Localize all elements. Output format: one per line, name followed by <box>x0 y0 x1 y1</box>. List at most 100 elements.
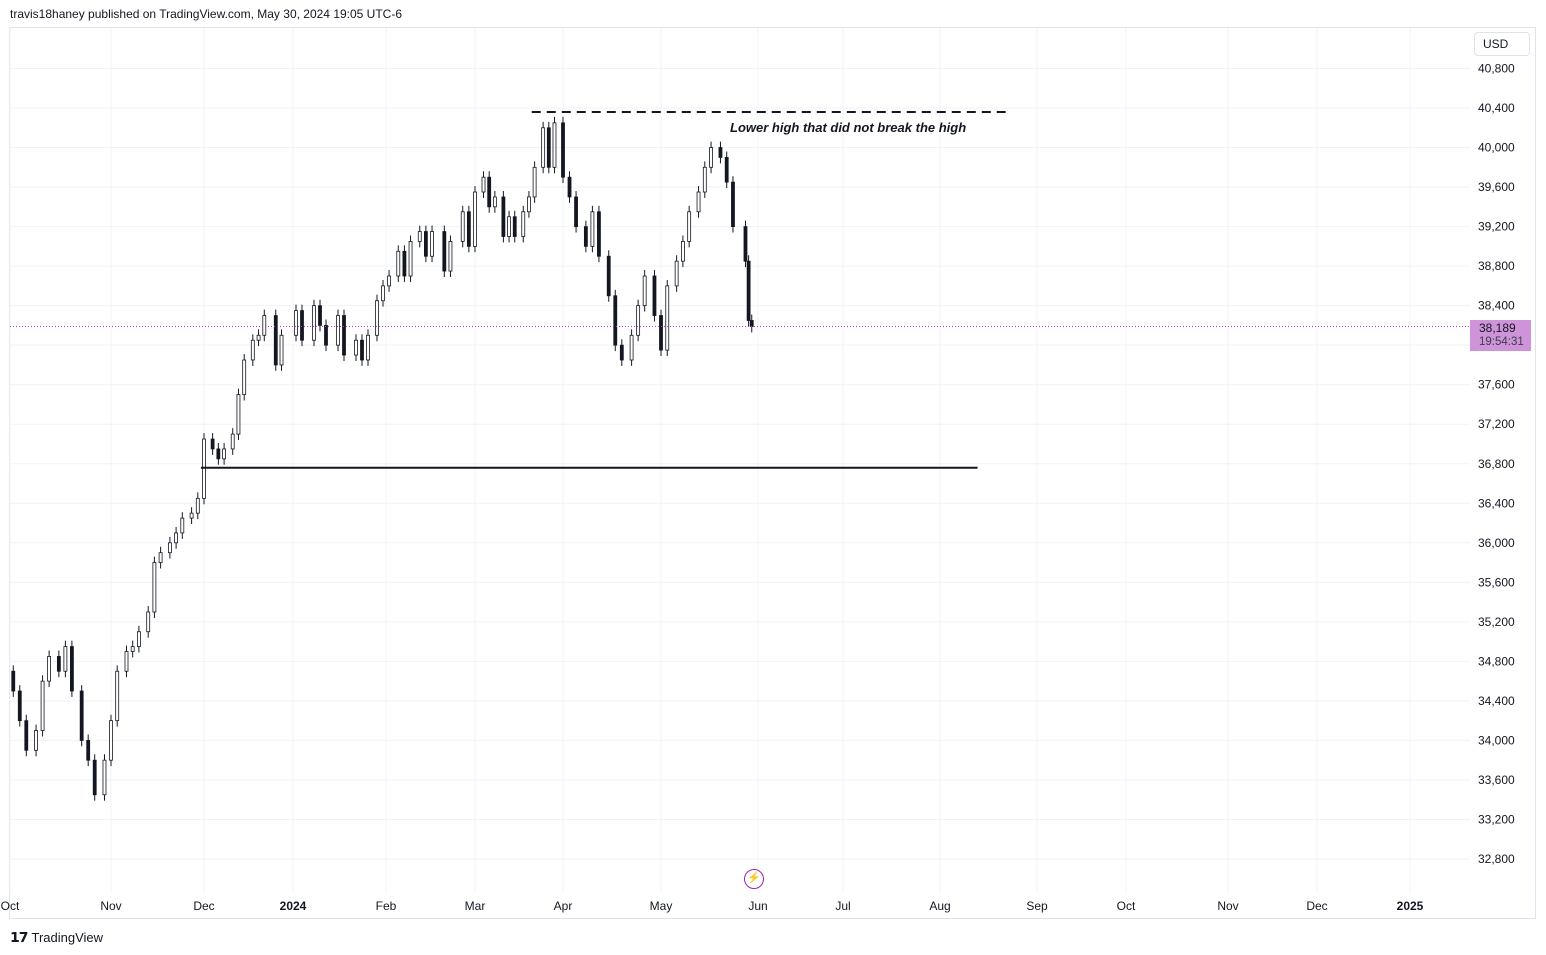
y-tick-label: 33,200 <box>1478 812 1515 826</box>
x-tick-label: Mar <box>465 899 486 913</box>
x-tick-label: Nov <box>100 899 121 913</box>
candle-body <box>532 166 537 198</box>
last-price-tag: 38,189 19:54:31 <box>1470 320 1531 351</box>
bar-countdown: 19:54:31 <box>1479 336 1524 348</box>
candle-body <box>210 438 215 450</box>
candle-body <box>17 690 22 722</box>
candle-body <box>136 631 141 647</box>
candle-body <box>375 300 379 336</box>
y-tick-label: 36,800 <box>1478 457 1515 471</box>
candle-body <box>606 255 611 297</box>
candle-body <box>115 670 120 722</box>
candle-body <box>652 275 657 316</box>
candle-body <box>552 122 557 168</box>
candle-body <box>86 740 91 761</box>
time-axis: Oct Nov Dec 2024 Feb Mar Apr May Jun Jul Aug Sep Oct… <box>1 899 1424 913</box>
candle-body <box>70 646 74 692</box>
candle-body <box>448 241 453 272</box>
candle-body <box>279 334 284 366</box>
candle-body <box>63 646 68 672</box>
brand-name: TradingView <box>31 930 104 945</box>
y-tick-label: 40,800 <box>1478 62 1515 76</box>
candle-body <box>546 127 551 168</box>
candle-body <box>146 611 151 633</box>
candle-body <box>366 334 370 361</box>
x-tick-label: Dec <box>1306 899 1327 913</box>
candle-body <box>256 334 261 341</box>
candle-body <box>152 562 157 613</box>
x-tick-label: Nov <box>1217 899 1238 913</box>
y-tick-label: 35,200 <box>1478 615 1515 629</box>
y-tick-label: 37,200 <box>1478 417 1515 431</box>
candle-body <box>318 305 322 326</box>
candle-body <box>167 542 172 554</box>
candle-body <box>336 315 340 346</box>
x-tick-label: Jul <box>835 899 850 913</box>
candle-body <box>216 448 221 460</box>
candle-body <box>718 147 723 158</box>
candle-body <box>583 226 588 247</box>
candle-body <box>629 334 634 361</box>
candle-body <box>174 532 179 544</box>
candle-body <box>300 310 304 341</box>
candle-body <box>180 517 185 534</box>
x-tick-label: Aug <box>929 899 950 913</box>
last-price-value: 38,189 <box>1479 321 1516 335</box>
x-tick-label: Sep <box>1026 899 1048 913</box>
candle-body <box>354 339 358 356</box>
candle-body <box>487 176 492 208</box>
candle-body <box>124 651 129 672</box>
candle-body <box>387 275 391 287</box>
candle-body <box>590 211 595 247</box>
candle-body <box>130 646 135 652</box>
publisher-header: travis18haney published on TradingView.c… <box>10 7 403 21</box>
candle-body <box>527 196 531 213</box>
currency-button[interactable]: USD <box>1474 32 1530 56</box>
candle-body <box>423 231 428 257</box>
candle-body <box>521 211 526 237</box>
y-tick-label: 39,200 <box>1478 220 1515 234</box>
candle-body <box>665 285 670 351</box>
candle-body <box>92 759 97 796</box>
candle-body <box>324 325 328 346</box>
x-tick-label: Oct <box>1 899 20 913</box>
candlestick-series <box>11 116 754 801</box>
candle-body <box>709 147 713 168</box>
candle-body <box>189 512 194 519</box>
candle-body <box>47 656 51 682</box>
candle-body <box>56 656 61 672</box>
y-tick-label: 34,000 <box>1478 733 1515 747</box>
y-tick-label: 38,400 <box>1478 299 1515 313</box>
candle-body <box>567 176 572 198</box>
lightning-bolt-icon[interactable]: ⚡ <box>744 869 764 889</box>
tradingview-branding[interactable]: 𝟭𝟳 TradingView <box>10 929 103 946</box>
candle-body <box>541 127 546 168</box>
y-tick-label: 40,400 <box>1478 101 1515 115</box>
candle-body <box>473 191 477 247</box>
candle-body <box>481 176 486 193</box>
candle-body <box>746 260 751 321</box>
x-tick-label: Jun <box>748 899 767 913</box>
candle-body <box>417 231 422 242</box>
y-tick-label: 35,600 <box>1478 575 1515 589</box>
candle-body <box>24 720 29 751</box>
candle-body <box>597 211 601 257</box>
annotation-text[interactable]: Lower high that did not break the high <box>730 120 967 135</box>
candle-body <box>613 295 618 346</box>
y-tick-label: 34,800 <box>1478 654 1515 668</box>
x-tick-label: Feb <box>376 899 397 913</box>
candle-body <box>492 196 497 208</box>
candle-body <box>687 211 692 242</box>
candle-body <box>402 250 407 277</box>
candle-body <box>442 231 447 272</box>
drawn-levels <box>200 110 1006 469</box>
candle-body <box>262 315 267 336</box>
candle-body <box>619 344 624 361</box>
x-tick-label: 2025 <box>1397 899 1424 913</box>
y-tick-label: 37,600 <box>1478 378 1515 392</box>
candle-body <box>222 448 226 460</box>
candle-body <box>696 191 701 213</box>
candle-body <box>466 211 471 247</box>
candle-body <box>381 285 385 302</box>
